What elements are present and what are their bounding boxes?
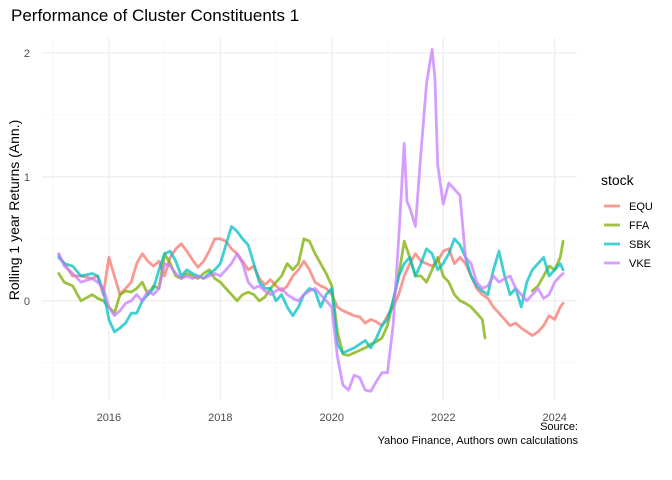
series-line-ffa [57, 237, 487, 357]
y-axis-label: Rolling 1 year Returns (Ann.) [6, 120, 22, 301]
series-line-vke [57, 47, 565, 393]
series-line-sbk [57, 225, 565, 355]
x-tick-label: 2018 [208, 412, 232, 424]
y-tick-label: 2 [24, 48, 30, 60]
series-line-equ [57, 237, 565, 337]
chart-title: Performance of Cluster Constituents 1 [11, 6, 299, 25]
x-axis-ticks: 2016 2018 2020 2022 2024 [97, 412, 567, 424]
minor-gridlines [42, 38, 577, 400]
major-gridlines [42, 38, 577, 400]
x-tick-label: 2024 [542, 412, 566, 424]
legend: stock EQU FFA SBK VKE [601, 172, 653, 270]
y-axis-ticks: 0 1 2 [24, 48, 30, 308]
legend-label-ffa: FFA [629, 220, 650, 232]
x-tick-label: 2022 [431, 412, 455, 424]
legend-label-equ: EQU [629, 201, 653, 213]
x-tick-label: 2020 [320, 412, 344, 424]
x-tick-label: 2016 [97, 412, 121, 424]
legend-label-vke: VKE [629, 258, 651, 270]
y-tick-label: 1 [24, 172, 30, 184]
series-line-ffa [531, 239, 565, 293]
caption-credit: Yahoo Finance, Authors own calculations [378, 435, 579, 447]
y-tick-label: 0 [24, 296, 30, 308]
series-lines [57, 47, 565, 393]
legend-title: stock [601, 172, 635, 188]
legend-label-sbk: SBK [629, 239, 652, 251]
caption-source: Source: [540, 421, 578, 433]
